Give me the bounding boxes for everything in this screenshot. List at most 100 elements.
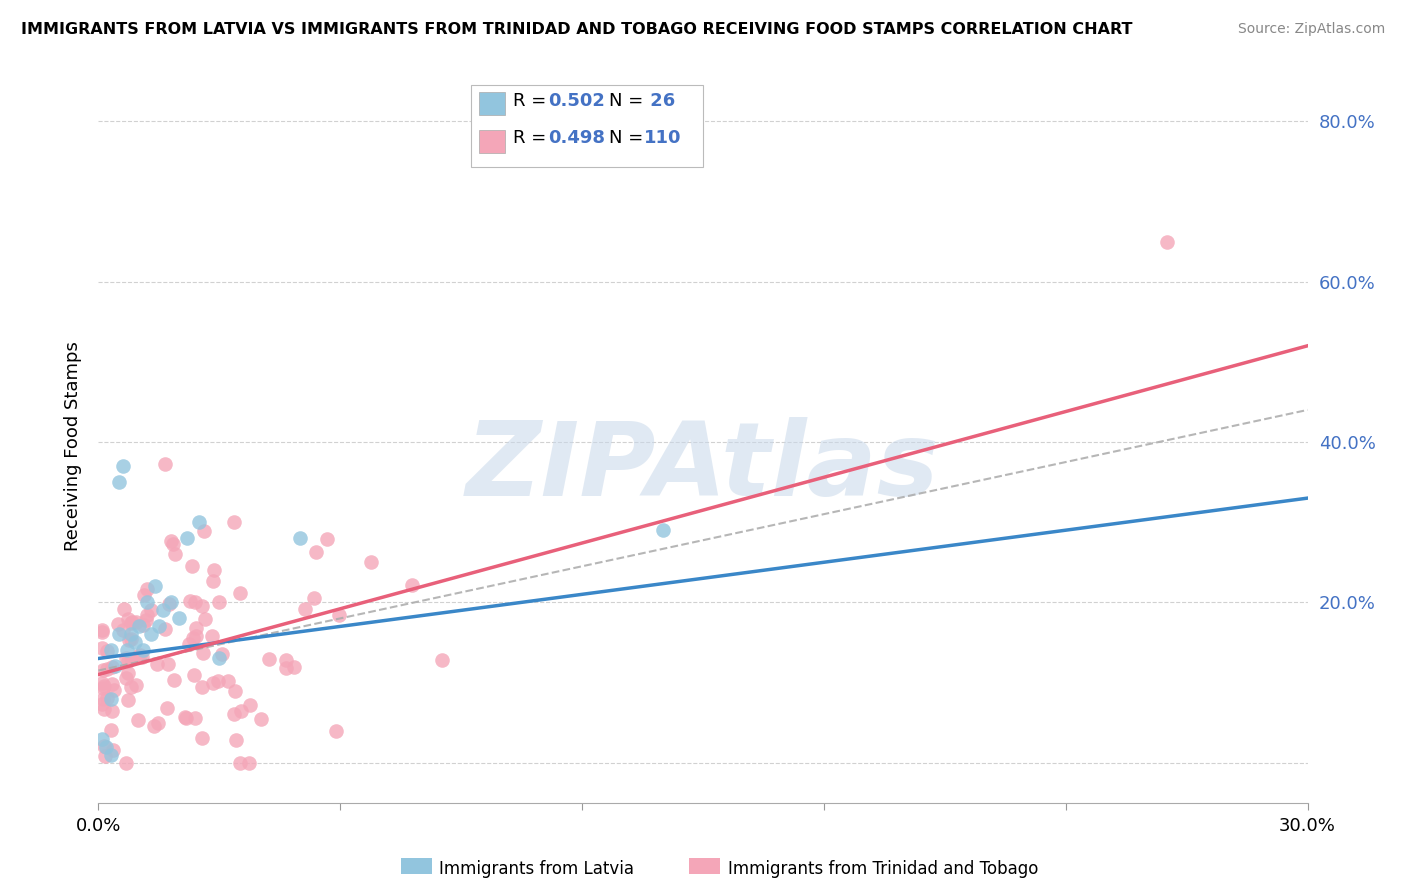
Point (120, 627, 142, 641)
Point (132, 588, 155, 602)
Point (127, 713, 149, 727)
Point (225, 732, 247, 747)
Point (156, 701, 179, 715)
Point (228, 756, 250, 770)
Point (194, 612, 217, 626)
Point (176, 531, 198, 545)
Point (152, 603, 174, 617)
Point (103, 659, 125, 673)
Point (229, 704, 252, 718)
Point (156, 657, 179, 671)
Point (201, 629, 224, 643)
Point (103, 683, 125, 698)
Point (211, 647, 233, 661)
Point (115, 651, 138, 665)
Point (201, 676, 224, 690)
Point (120, 652, 142, 666)
Point (224, 515, 246, 529)
Point (135, 608, 157, 623)
Point (91, 676, 114, 690)
Text: IMMIGRANTS FROM LATVIA VS IMMIGRANTS FROM TRINIDAD AND TOBAGO RECEIVING FOOD STA: IMMIGRANTS FROM LATVIA VS IMMIGRANTS FRO… (21, 22, 1133, 37)
Point (191, 680, 214, 694)
Point (183, 711, 205, 725)
Point (360, 555, 382, 569)
Point (117, 692, 139, 706)
Point (283, 660, 305, 674)
Point (112, 602, 135, 616)
Point (288, 531, 311, 545)
Text: N =: N = (609, 92, 648, 110)
Text: Source: ZipAtlas.com: Source: ZipAtlas.com (1237, 22, 1385, 37)
Text: 110: 110 (644, 129, 682, 147)
Point (93, 701, 115, 715)
Point (208, 595, 231, 609)
Text: R =: R = (513, 92, 553, 110)
Point (304, 591, 326, 606)
Point (201, 574, 224, 588)
Point (153, 622, 176, 636)
Point (177, 637, 200, 651)
Point (118, 633, 141, 648)
Point (111, 458, 134, 473)
Point (128, 619, 150, 633)
Point (222, 706, 245, 721)
Point (117, 666, 139, 681)
Point (250, 712, 273, 726)
Point (163, 673, 186, 688)
Point (120, 616, 142, 631)
Point (162, 536, 184, 550)
Point (131, 650, 153, 665)
Point (193, 524, 215, 538)
Point (101, 743, 124, 757)
Point (96, 662, 118, 676)
Point (145, 657, 167, 671)
Point (100, 704, 122, 718)
Point (91, 625, 114, 640)
Point (316, 533, 339, 547)
Point (155, 458, 177, 472)
Y-axis label: Receiving Food Stamps: Receiving Food Stamps (65, 341, 83, 551)
Point (135, 582, 157, 596)
Point (173, 709, 195, 723)
Point (224, 684, 246, 698)
Point (179, 594, 201, 608)
Point (96, 739, 118, 754)
Text: 26: 26 (644, 92, 675, 110)
Point (93, 739, 115, 753)
Point (141, 603, 163, 617)
Point (160, 533, 183, 548)
Point (139, 627, 162, 641)
Point (115, 671, 138, 685)
Point (132, 643, 155, 657)
Point (1156, 235, 1178, 249)
Point (135, 613, 157, 627)
Point (183, 668, 205, 682)
Point (294, 602, 316, 616)
Point (229, 586, 252, 600)
Point (190, 599, 212, 613)
Point (100, 691, 122, 706)
Point (143, 579, 166, 593)
Point (127, 649, 149, 664)
Point (96, 644, 118, 658)
Point (430, 652, 453, 666)
Point (328, 607, 350, 622)
Point (208, 651, 231, 665)
Text: 0.502: 0.502 (548, 92, 605, 110)
Point (184, 622, 207, 636)
Point (183, 631, 205, 645)
Point (120, 680, 142, 694)
Point (96, 690, 118, 705)
Point (193, 646, 215, 660)
Point (148, 619, 170, 633)
Point (217, 673, 239, 688)
Point (129, 648, 152, 663)
Point (101, 660, 124, 674)
Point (112, 623, 135, 637)
Point (91, 731, 114, 746)
Point (259, 652, 281, 666)
Point (191, 731, 214, 746)
Point (238, 756, 260, 770)
Point (107, 627, 129, 641)
Point (304, 545, 326, 559)
